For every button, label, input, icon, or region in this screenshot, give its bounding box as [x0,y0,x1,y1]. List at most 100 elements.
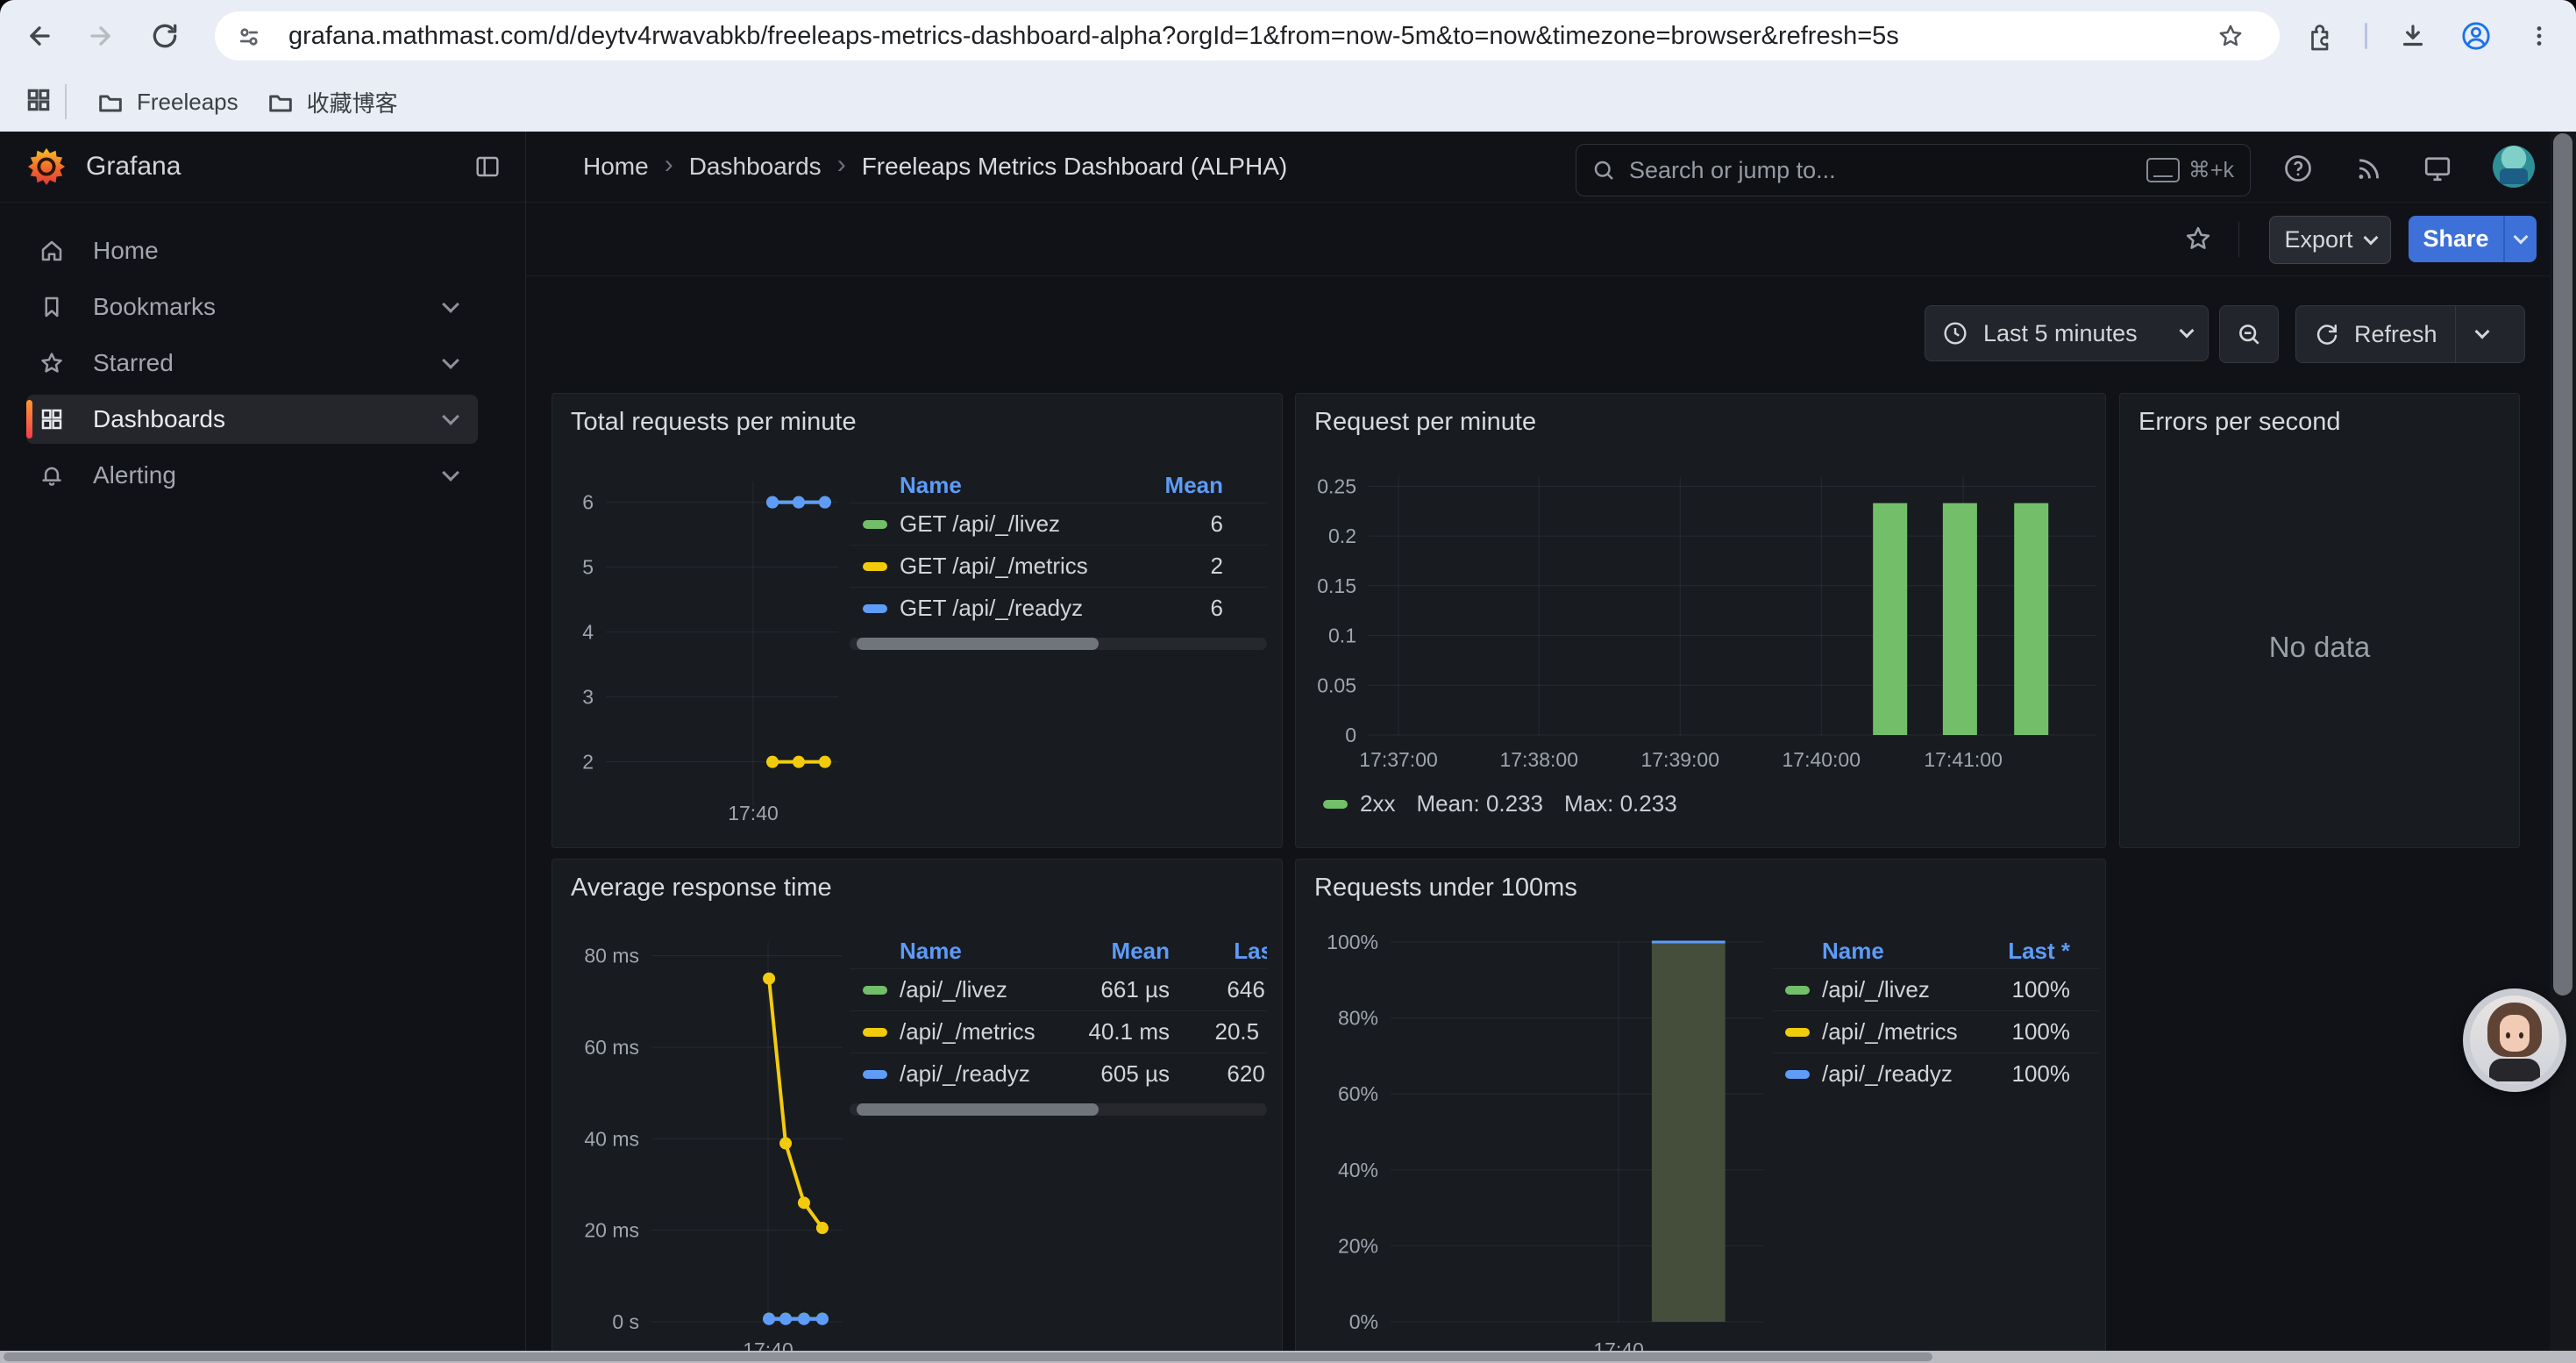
favorite-star-icon[interactable] [2183,224,2213,258]
legend-hscrollbar[interactable] [850,1103,1267,1116]
legend-table[interactable]: Name Last */api/_/livez 100%/api/_/metrics… [1772,933,2100,1095]
svg-text:0: 0 [1345,724,1356,746]
horizontal-scrollbar[interactable] [0,1351,2576,1363]
extensions-button[interactable] [2298,15,2340,57]
browser-toolbar: grafana.mathmast.com/d/deytv4rwavabkb/fr… [0,0,2576,132]
display-kiosk-button[interactable] [2418,149,2457,188]
refresh-interval-dropdown[interactable] [2454,306,2508,362]
browser-menu-button[interactable] [2518,15,2560,57]
panel-title[interactable]: Total requests per minute [571,408,857,436]
legend-hscrollbar[interactable] [850,638,1267,650]
sidebar-item-label: Dashboards [93,405,225,432]
folder-icon [268,95,292,112]
scrollbar-thumb[interactable] [2553,133,2572,995]
svg-text:2: 2 [582,751,594,774]
breadcrumb-home[interactable]: Home [583,153,649,180]
legend-series-label[interactable]: 2xx [1360,790,1396,817]
sidebar-item-label: Alerting [93,461,176,489]
breadcrumb-separator: › [664,150,673,179]
legend-swatch [1323,799,1348,809]
browser-reload-button[interactable] [144,15,186,57]
site-settings-icon[interactable] [236,24,262,54]
svg-text:17:37:00: 17:37:00 [1359,748,1438,771]
grafana-brand[interactable]: Grafana [26,132,181,202]
news-rss-button[interactable] [2349,149,2387,188]
user-avatar[interactable] [2493,146,2535,188]
bar-chart[interactable]: 100%80%60%40%20%0%17:40 [1296,860,2107,1363]
bookmark-folder-blogs[interactable]: 收藏博客 [253,79,412,125]
share-dropdown-button[interactable] [2503,216,2537,262]
browser-forward-button[interactable] [80,15,122,57]
toolbar-divider [2365,23,2367,49]
sidebar-item-alerting[interactable]: Alerting [26,451,478,500]
profile-button[interactable] [2455,15,2497,57]
scrollbar-thumb[interactable] [857,1103,1099,1116]
svg-text:0.05: 0.05 [1317,674,1356,696]
refresh-label: Refresh [2354,320,2437,347]
rss-icon [2359,159,2380,179]
star-icon [41,353,62,373]
bookmark-folder-freeleaps[interactable]: Freeleaps [82,81,253,123]
address-bar[interactable]: grafana.mathmast.com/d/deytv4rwavabkb/fr… [215,11,2280,61]
search-input[interactable]: Search or jump to... ⌘+k [1576,144,2251,196]
time-range-picker[interactable]: Last 5 minutes [1925,305,2209,361]
chevron-down-icon [2513,229,2529,244]
bell-icon [42,467,61,486]
sidebar-item-dashboards[interactable]: Dashboards [26,395,478,444]
sidebar-item-bookmarks[interactable]: Bookmarks [26,282,478,332]
refresh-split-button[interactable]: Refresh [2295,305,2525,363]
svg-text:17:39:00: 17:39:00 [1640,748,1719,771]
vertical-scrollbar[interactable] [2550,132,2576,1363]
svg-text:6: 6 [582,491,594,514]
refresh-button[interactable]: Refresh [2296,306,2455,362]
share-split-button[interactable]: Share [2409,216,2537,262]
panel-title[interactable]: Requests under 100ms [1314,874,1577,902]
svg-text:0 s: 0 s [612,1310,639,1333]
share-button[interactable]: Share [2409,216,2503,262]
breadcrumb-dashboards[interactable]: Dashboards [688,153,822,180]
time-controls-bar: Last 5 minutes Refresh [0,276,2576,393]
bookmarks-bar: Freeleaps 收藏博客 [0,72,2576,132]
bar-chart[interactable]: 0.25 0.2 0.15 0.1 0.05 017:37:00 17:38:00 17:39… [1296,394,2107,849]
search-placeholder: Search or jump to... [1629,156,1836,183]
bookmarks-divider [65,84,67,119]
help-icon [2285,155,2311,182]
export-label: Export [2284,226,2353,253]
svg-text:0%: 0% [1349,1310,1378,1333]
legend-table[interactable]: Name Mean GET /api/_/livez 6 GET /api/_/metr… [850,467,1267,629]
svg-text:0.15: 0.15 [1317,574,1356,597]
panel-title[interactable]: Request per minute [1314,408,1537,436]
help-button[interactable] [2279,149,2317,188]
collapse-sidebar-icon[interactable] [473,153,502,185]
chevron-down-icon [2179,323,2195,339]
svg-text:60 ms: 60 ms [584,1036,639,1059]
svg-text:17:40:00: 17:40:00 [1782,748,1861,771]
floating-avatar-widget[interactable] [2463,988,2566,1092]
svg-text:40%: 40% [1338,1159,1378,1181]
avatar-image [2470,995,2559,1085]
sidebar-item-starred[interactable]: Starred [26,339,478,388]
browser-back-button[interactable] [18,15,60,57]
active-indicator [26,400,32,439]
kebab-menu-icon [2537,26,2542,46]
downloads-button[interactable] [2392,15,2434,57]
apps-grid-icon[interactable] [25,86,53,118]
scrollbar-thumb[interactable] [4,1352,1932,1361]
zoom-out-button[interactable] [2219,305,2279,363]
panel-total-requests-per-minute: Total requests per minute 6 5 4 3 2 17:40 Nam… [551,393,1283,848]
svg-text:5: 5 [582,556,594,579]
export-button[interactable]: Export [2269,216,2391,264]
svg-text:20%: 20% [1338,1234,1378,1257]
timeseries-chart[interactable]: 6 5 4 3 2 17:40 [552,394,1284,849]
dashboard-actions-bar: Export Share [0,203,2576,276]
scrollbar-thumb[interactable] [857,638,1099,650]
sidebar-item-home[interactable]: Home [26,226,478,275]
panel-title[interactable]: Average response time [571,874,832,902]
bookmark-label: Freeleaps [137,88,238,115]
bookmark-star-icon[interactable] [2217,22,2245,54]
legend-row[interactable]: 2xx Mean: 0.233 Max: 0.233 [1323,790,1677,817]
panel-title[interactable]: Errors per second [2138,408,2341,436]
legend-max: Max: 0.233 [1564,790,1677,817]
